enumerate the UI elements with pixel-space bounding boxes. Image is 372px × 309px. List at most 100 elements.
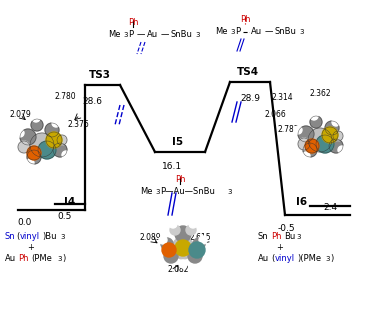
Circle shape xyxy=(310,116,322,128)
Circle shape xyxy=(27,150,41,164)
Text: 3: 3 xyxy=(325,256,330,262)
Text: 3: 3 xyxy=(57,256,61,262)
Text: Me: Me xyxy=(108,30,121,39)
Circle shape xyxy=(329,139,343,153)
Circle shape xyxy=(26,159,34,167)
Text: 2.4: 2.4 xyxy=(323,203,337,212)
Circle shape xyxy=(175,226,191,242)
Text: Sn: Sn xyxy=(5,232,16,241)
Text: Bu: Bu xyxy=(284,232,295,241)
Circle shape xyxy=(189,242,205,258)
Text: 2.089: 2.089 xyxy=(140,233,161,242)
Circle shape xyxy=(57,135,67,145)
Text: 2.783: 2.783 xyxy=(278,125,299,134)
Text: —: — xyxy=(265,27,273,36)
Text: )Bu: )Bu xyxy=(42,232,57,241)
Circle shape xyxy=(20,129,36,145)
Text: I6: I6 xyxy=(296,197,307,207)
Text: Ph: Ph xyxy=(271,232,282,241)
Text: (PMe: (PMe xyxy=(31,254,52,263)
Circle shape xyxy=(338,146,346,154)
Text: 3: 3 xyxy=(123,32,128,38)
Circle shape xyxy=(18,141,30,153)
Circle shape xyxy=(175,240,191,256)
Circle shape xyxy=(303,143,317,157)
Text: Ph: Ph xyxy=(18,254,29,263)
Circle shape xyxy=(294,126,302,134)
Text: I5: I5 xyxy=(173,137,183,147)
Text: 2.258: 2.258 xyxy=(20,135,42,144)
Circle shape xyxy=(161,238,173,250)
Text: 3: 3 xyxy=(195,32,199,38)
Text: Me: Me xyxy=(215,27,228,36)
Circle shape xyxy=(193,238,205,250)
Text: )(PMe: )(PMe xyxy=(297,254,321,263)
Text: —: — xyxy=(137,30,145,39)
Text: 3: 3 xyxy=(299,29,304,35)
Text: 2.079: 2.079 xyxy=(10,110,32,119)
Text: P: P xyxy=(235,27,240,36)
Circle shape xyxy=(45,123,59,137)
Text: 2.066: 2.066 xyxy=(265,110,287,119)
Circle shape xyxy=(30,133,54,157)
Text: ): ) xyxy=(62,254,65,263)
Text: -0.5: -0.5 xyxy=(277,224,295,233)
Circle shape xyxy=(62,151,70,159)
Text: 3: 3 xyxy=(227,189,231,195)
Text: Sn: Sn xyxy=(258,232,269,241)
Circle shape xyxy=(308,128,332,152)
Circle shape xyxy=(305,139,319,153)
Circle shape xyxy=(53,143,67,157)
Circle shape xyxy=(16,129,24,137)
Text: 3: 3 xyxy=(155,189,160,195)
Circle shape xyxy=(170,225,180,235)
Text: Ph: Ph xyxy=(128,18,138,27)
Circle shape xyxy=(164,249,178,263)
Text: Au: Au xyxy=(5,254,16,263)
Circle shape xyxy=(159,236,167,244)
Text: (: ( xyxy=(16,232,19,241)
Circle shape xyxy=(179,260,187,268)
Circle shape xyxy=(333,131,343,141)
Text: SnBu: SnBu xyxy=(275,27,297,36)
Text: ): ) xyxy=(330,254,333,263)
Text: vinyl: vinyl xyxy=(20,232,40,241)
Circle shape xyxy=(162,243,176,257)
Circle shape xyxy=(189,220,197,228)
Circle shape xyxy=(46,132,62,148)
Text: P: P xyxy=(128,30,133,39)
Circle shape xyxy=(169,220,177,228)
Circle shape xyxy=(199,236,207,244)
Text: Ph: Ph xyxy=(175,175,185,184)
Circle shape xyxy=(172,237,194,259)
Text: Au: Au xyxy=(251,27,262,36)
Text: Ph: Ph xyxy=(240,15,250,24)
Circle shape xyxy=(325,121,339,135)
Text: +: + xyxy=(276,243,283,252)
Text: 2.082: 2.082 xyxy=(168,265,189,274)
Circle shape xyxy=(31,119,43,131)
Text: Au: Au xyxy=(258,254,269,263)
Text: 0.5: 0.5 xyxy=(58,212,72,221)
Text: TS4: TS4 xyxy=(237,67,259,77)
Circle shape xyxy=(302,152,310,160)
Circle shape xyxy=(38,141,56,159)
Text: vinyl: vinyl xyxy=(275,254,295,263)
Circle shape xyxy=(32,114,40,122)
Text: P—Au—SnBu: P—Au—SnBu xyxy=(160,187,215,196)
Circle shape xyxy=(52,119,60,127)
Text: TS3: TS3 xyxy=(89,70,111,80)
Circle shape xyxy=(316,135,334,153)
Circle shape xyxy=(188,249,202,263)
Text: Me: Me xyxy=(140,187,153,196)
Circle shape xyxy=(298,138,310,150)
Circle shape xyxy=(27,146,41,160)
Circle shape xyxy=(310,112,318,120)
Circle shape xyxy=(186,225,196,235)
Circle shape xyxy=(332,118,340,126)
Text: 2.615: 2.615 xyxy=(190,233,212,242)
Text: (: ( xyxy=(271,254,274,263)
Text: 16.1: 16.1 xyxy=(162,162,182,171)
Circle shape xyxy=(298,126,314,142)
Text: 2.314: 2.314 xyxy=(272,93,294,102)
